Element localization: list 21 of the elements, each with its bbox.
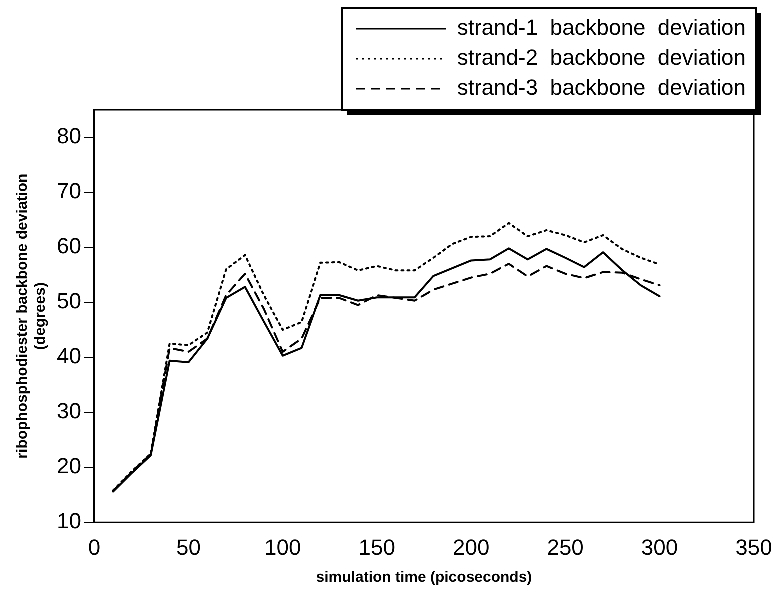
y-tick-label: 40: [56, 344, 82, 369]
y-tick-label: 10: [56, 508, 82, 534]
y-tick-label: 80: [56, 124, 82, 149]
x-tick-label: 100: [264, 534, 302, 560]
y-axis-title: ribophosphodiester backbone deviation (degrees): [14, 174, 50, 459]
x-tick-label: 50: [176, 534, 201, 560]
y-tick-label: 30: [56, 398, 82, 424]
y-tick-label: 50: [56, 288, 82, 314]
x-axis-title: simulation time (picoseconds): [316, 569, 532, 586]
y-tick-label: 60: [56, 234, 82, 259]
legend-label: strand-3 backbone deviation: [457, 75, 746, 100]
x-tick-label: 300: [641, 534, 678, 560]
y-tick-label: 20: [56, 454, 82, 479]
y-tick-label: 70: [56, 178, 82, 204]
legend-label: strand-1 backbone deviation: [457, 15, 746, 40]
x-tick-label: 350: [736, 534, 772, 560]
x-tick-label: 0: [88, 534, 101, 560]
x-tick-label: 150: [358, 534, 396, 560]
x-tick-label: 250: [547, 534, 584, 560]
x-tick-label: 200: [452, 534, 490, 560]
legend-label: strand-2 backbone deviation: [457, 45, 746, 70]
